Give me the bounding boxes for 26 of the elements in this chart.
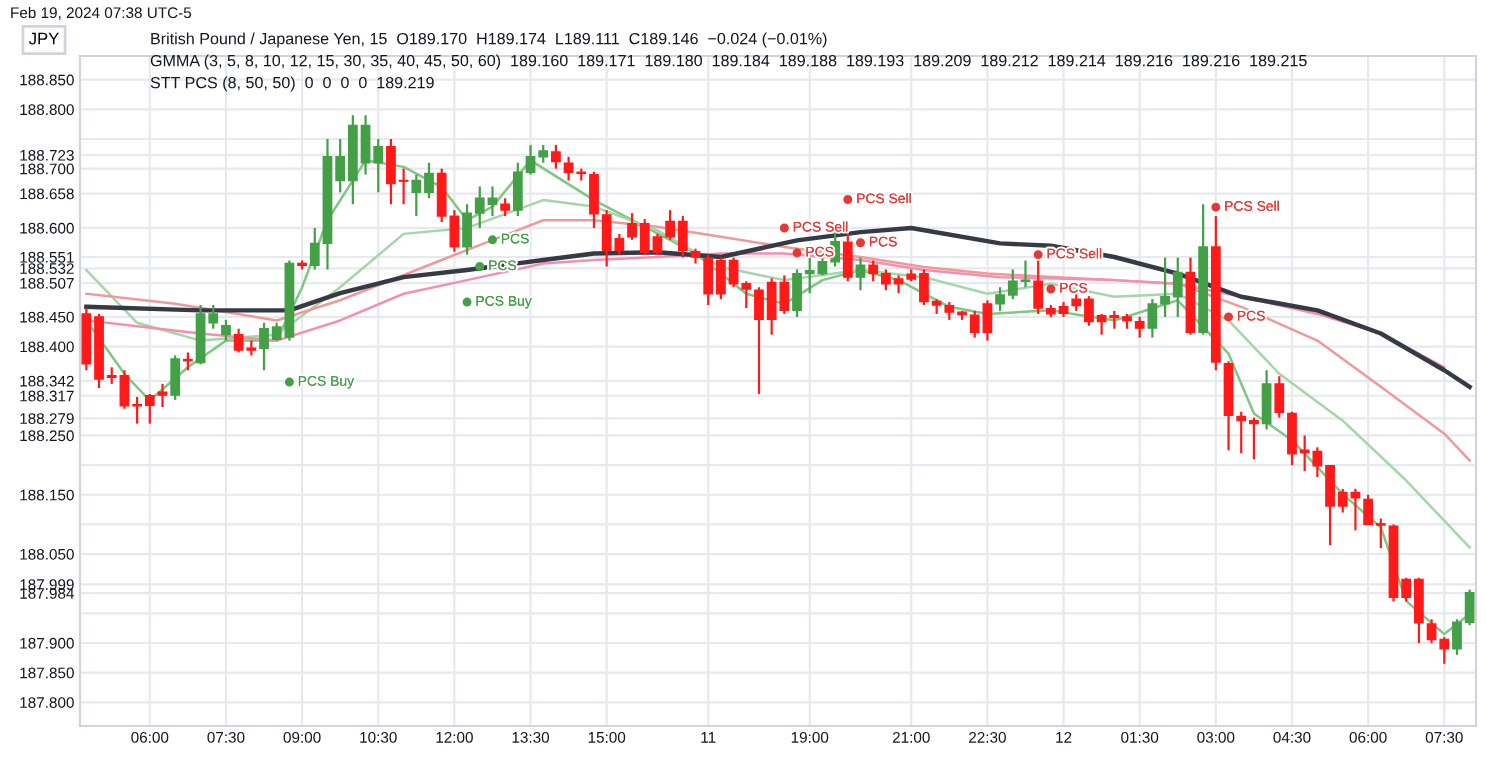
point [779,223,789,233]
candlestick [221,318,231,342]
candlestick [1261,369,1272,431]
candlestick [1274,375,1285,419]
point [284,377,294,387]
chart-subtitle: GMMA (3, 5, 8, 10, 12, 15, 30, 35, 40, 45, 50, 60) 189.160 189.171 189.180 189.184 189.188 189.193 189.209 189.212 189.214 189.216 189.216 189.215 [150,54,1307,70]
point [1046,284,1056,294]
point [1211,202,1221,212]
point [487,235,497,245]
annotation: STT PCS (8, 50, 50) 0 0 0 0 189.219 [150,76,434,92]
point [1224,312,1234,322]
chart-title: British Pound / Japanese Yen, 15 O189.170 H189.174 L189.111 C189.146 −0.024 (−0.01%) [151,32,827,48]
point [792,248,802,258]
line-series [84,225,1472,390]
point [475,261,485,271]
candlestick [551,143,561,170]
point [462,297,472,307]
point [1033,250,1043,260]
point [856,238,865,248]
line-series [85,218,1471,462]
candlestick [855,256,866,292]
y-axis-title: JPY [28,32,59,45]
candlestick [1134,315,1145,339]
candlestick [170,354,181,401]
point [843,194,853,204]
candlestick [589,170,599,230]
